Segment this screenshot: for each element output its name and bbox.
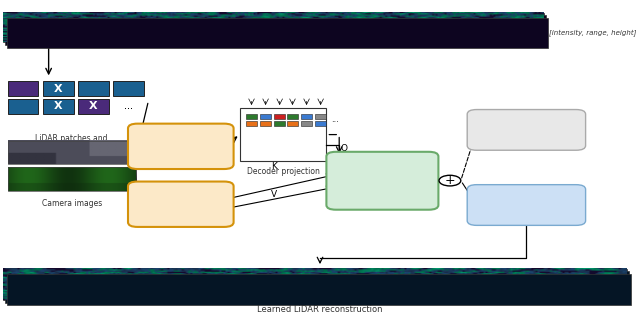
Bar (315, 121, 326, 126)
Text: ...: ... (291, 115, 298, 124)
Text: ...: ... (332, 115, 339, 124)
Bar (301, 114, 312, 119)
Text: Camera
encoder: Camera encoder (163, 195, 199, 214)
Bar (78, 99, 109, 114)
Text: MAE
LiDAR encoder: MAE LiDAR encoder (147, 137, 214, 156)
FancyBboxPatch shape (128, 124, 234, 169)
Bar (246, 114, 257, 119)
Text: +: + (445, 174, 455, 187)
FancyBboxPatch shape (128, 182, 234, 227)
Bar (246, 121, 257, 126)
Bar (7, 18, 548, 48)
Bar (3, 269, 627, 300)
Bar (8, 141, 136, 164)
Text: [intensity, range, height]: [intensity, range, height] (549, 29, 637, 36)
Text: V: V (271, 190, 276, 199)
Bar (260, 114, 271, 119)
Text: X: X (54, 84, 63, 94)
Bar (274, 121, 285, 126)
FancyBboxPatch shape (467, 185, 586, 225)
Text: MAE decoder: MAE decoder (499, 201, 554, 209)
Text: X: X (54, 101, 63, 111)
Bar (78, 81, 109, 96)
Bar (260, 121, 271, 126)
Text: LiDAR patches and
random masking: LiDAR patches and random masking (35, 134, 108, 153)
Text: ...: ... (124, 101, 133, 111)
Bar (3, 13, 544, 42)
Text: Q: Q (340, 144, 347, 153)
FancyBboxPatch shape (467, 110, 586, 150)
Bar (113, 81, 144, 96)
Text: Decoder projection: Decoder projection (247, 167, 319, 176)
Bar (301, 121, 312, 126)
Text: Fusion via
cross-attention: Fusion via cross-attention (348, 171, 417, 190)
Text: ...: ... (124, 101, 133, 111)
Bar (287, 121, 298, 126)
Bar (8, 81, 38, 96)
Text: Learned LiDAR reconstruction: Learned LiDAR reconstruction (257, 305, 383, 313)
Bar (240, 108, 326, 161)
Bar (315, 114, 326, 119)
Text: X: X (89, 101, 98, 111)
Bar (8, 167, 136, 191)
Bar (5, 15, 546, 45)
FancyBboxPatch shape (326, 152, 438, 210)
Text: Downstream
decoder: Downstream decoder (500, 120, 553, 140)
Text: K: K (271, 162, 276, 172)
Circle shape (439, 175, 461, 186)
Bar (287, 114, 298, 119)
Bar (43, 99, 74, 114)
Bar (7, 274, 631, 305)
Bar (43, 81, 74, 96)
Text: Camera images: Camera images (42, 199, 102, 208)
Bar (8, 99, 38, 114)
Bar (5, 271, 629, 303)
Bar (274, 114, 285, 119)
